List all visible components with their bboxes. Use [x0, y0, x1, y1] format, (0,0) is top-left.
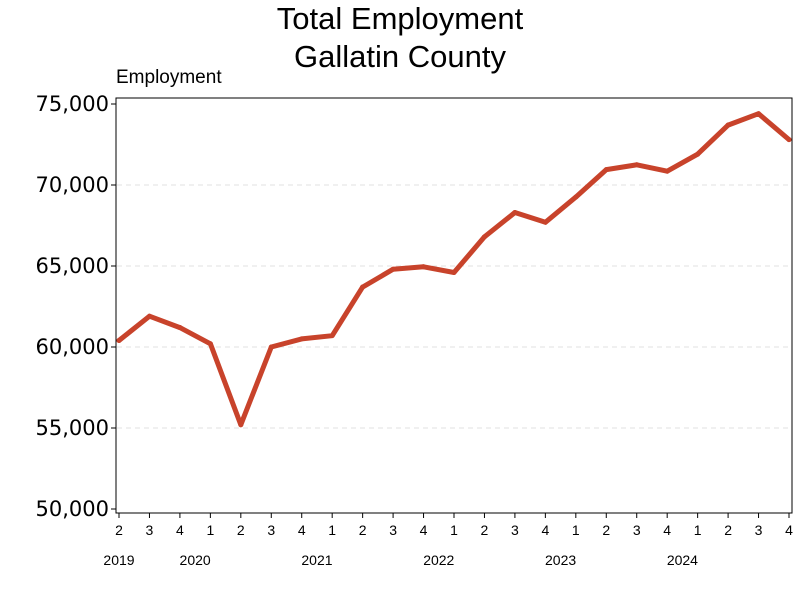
y-tick-label: 55,000 — [36, 416, 109, 440]
x-tick-label: 4 — [541, 522, 549, 538]
x-tick-label: 1 — [572, 522, 580, 538]
y-tick-label: 70,000 — [36, 173, 109, 197]
y-tick-label: 65,000 — [36, 254, 109, 278]
x-axis: 2 3 4 1 2 3 4 1 2 3 4 1 2 3 4 1 2 3 4 1 2 3 4 2019 2020 2021 2022 2… — [103, 513, 793, 568]
data-point — [603, 167, 609, 173]
data-point — [786, 137, 792, 143]
x-tick-label: 2 — [724, 522, 732, 538]
data-point — [512, 210, 518, 216]
gridlines — [117, 184, 791, 429]
x-tick-label: 2 — [237, 522, 245, 538]
x-tick-label: 4 — [420, 522, 428, 538]
data-point — [268, 344, 274, 350]
x-year-label: 2022 — [423, 552, 454, 568]
x-tick-label: 1 — [206, 522, 214, 538]
data-point — [360, 284, 366, 290]
x-tick-label: 2 — [115, 522, 123, 538]
x-tick-label: 3 — [146, 522, 154, 538]
data-point — [329, 333, 335, 339]
data-point — [542, 219, 548, 225]
x-tick-label: 3 — [755, 522, 763, 538]
x-tick-label: 1 — [328, 522, 336, 538]
y-axis-label: Employment — [116, 67, 222, 88]
x-tick-label: 4 — [663, 522, 671, 538]
x-tick-label: 3 — [267, 522, 275, 538]
series-layer — [116, 111, 792, 428]
x-tick-label: 1 — [694, 522, 702, 538]
data-point — [146, 313, 152, 319]
data-point — [573, 194, 579, 200]
data-point — [481, 234, 487, 240]
data-point — [634, 162, 640, 168]
y-tick-label: 75,000 — [36, 92, 109, 116]
x-tick-label: 2 — [481, 522, 489, 538]
chart-title-line-2: Gallatin County — [294, 39, 506, 74]
x-tick-label: 2 — [602, 522, 610, 538]
x-tick-label: 1 — [450, 522, 458, 538]
y-tick-label: 60,000 — [36, 335, 109, 359]
data-point — [421, 264, 427, 270]
x-tick-label: 3 — [389, 522, 397, 538]
x-tick-label: 2 — [359, 522, 367, 538]
data-point — [756, 111, 762, 117]
data-point — [299, 336, 305, 342]
x-tick-label: 3 — [511, 522, 519, 538]
data-point — [725, 122, 731, 128]
y-axis: 50,000 55,000 60,000 65,000 70,000 75,000 — [36, 92, 116, 521]
data-point — [695, 151, 701, 157]
data-point — [390, 266, 396, 272]
data-point — [664, 168, 670, 174]
x-year-label: 2020 — [180, 552, 211, 568]
x-year-label: 2023 — [545, 552, 576, 568]
x-tick-label: 3 — [633, 522, 641, 538]
data-point — [177, 325, 183, 331]
x-year-label: 2019 — [103, 552, 134, 568]
chart-title-line-1: Total Employment — [276, 1, 524, 36]
x-year-label: 2024 — [667, 552, 698, 568]
x-tick-label: 4 — [785, 522, 793, 538]
y-tick-label: 50,000 — [36, 497, 109, 521]
data-point — [116, 338, 122, 344]
series-line — [116, 111, 792, 428]
data-point — [238, 422, 244, 428]
data-point — [451, 269, 457, 275]
x-tick-label: 4 — [176, 522, 184, 538]
x-year-label: 2021 — [301, 552, 332, 568]
x-tick-label: 4 — [298, 522, 306, 538]
data-point — [207, 341, 213, 347]
